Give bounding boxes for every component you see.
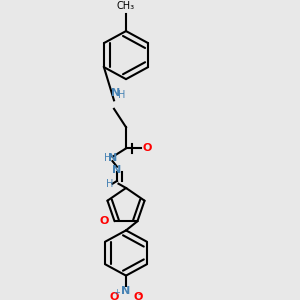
Text: H: H — [104, 153, 112, 163]
Text: N: N — [108, 153, 117, 163]
Text: H: H — [118, 90, 125, 100]
Text: O: O — [142, 143, 152, 153]
Text: N: N — [112, 165, 122, 175]
Text: CH₃: CH₃ — [117, 1, 135, 11]
Text: H: H — [106, 179, 113, 189]
Text: N: N — [111, 88, 120, 98]
Text: N: N — [122, 286, 130, 296]
Text: O: O — [99, 216, 109, 226]
Text: O: O — [109, 292, 119, 300]
Text: -: - — [137, 289, 142, 299]
Text: O: O — [133, 292, 143, 300]
Text: +: + — [114, 288, 120, 297]
